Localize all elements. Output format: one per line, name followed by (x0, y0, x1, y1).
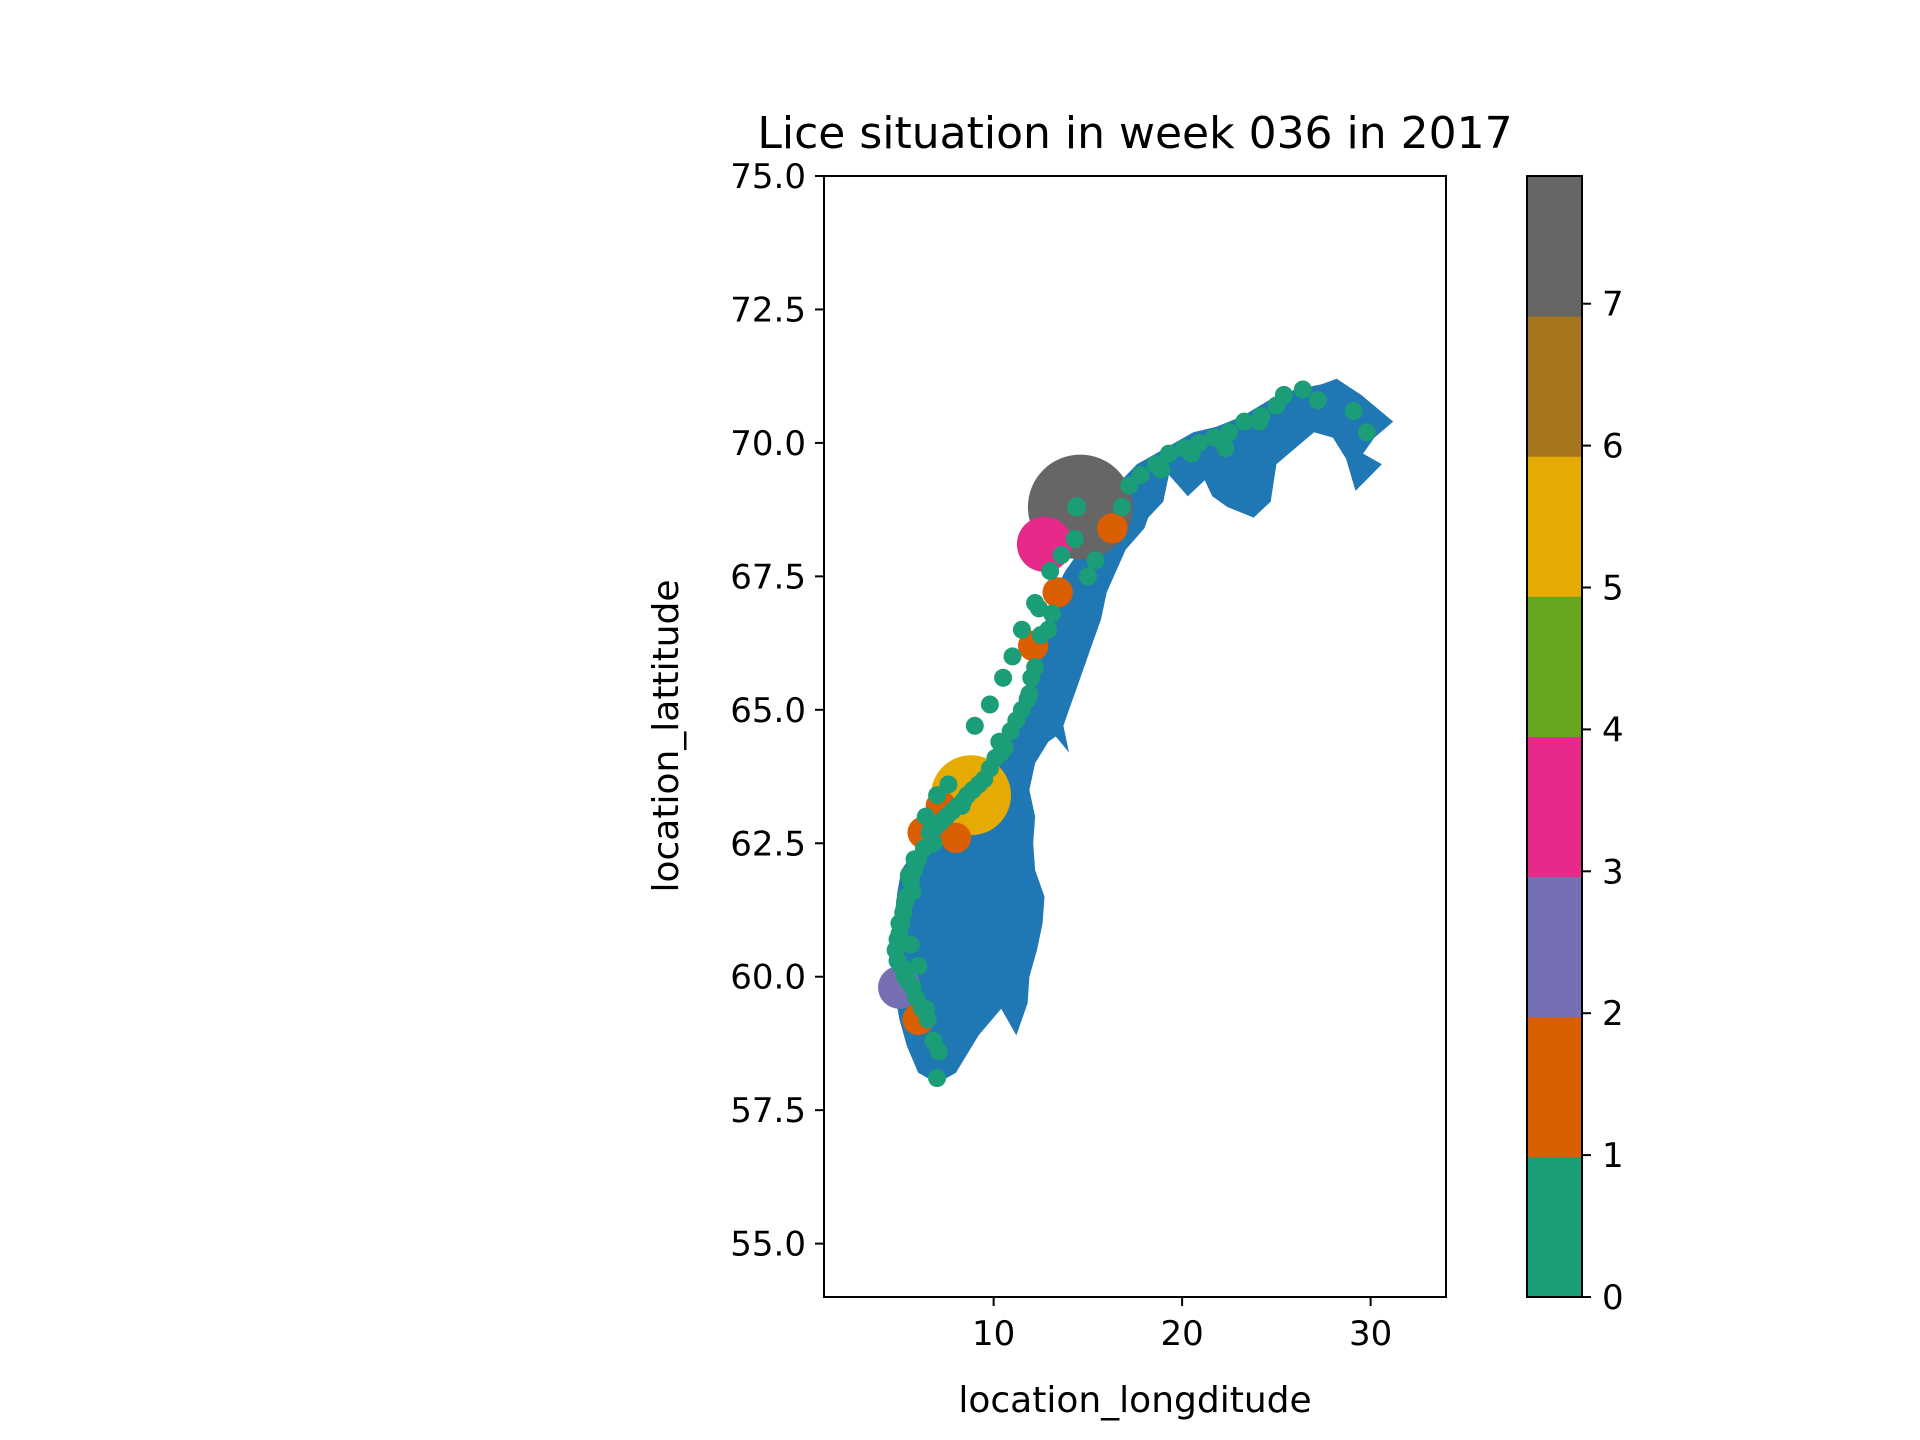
colorbar-segment (1527, 736, 1582, 878)
y-tick-label: 55.0 (730, 1225, 806, 1265)
colorbar-segment (1527, 1016, 1582, 1158)
scatter-point (940, 822, 972, 854)
norway-map-shape (893, 378, 1394, 1084)
scatter-point (916, 999, 935, 1018)
colorbar-tick-label: 4 (1602, 710, 1624, 750)
scatter-point (1250, 412, 1269, 431)
x-tick-label: 10 (972, 1314, 1015, 1354)
colorbar-tick-label: 1 (1602, 1136, 1624, 1176)
scatter-point (1159, 444, 1178, 463)
scatter-point (890, 914, 909, 933)
chart-title: Lice situation in week 036 in 2017 (757, 108, 1512, 159)
scatter-point (901, 935, 920, 954)
scatter-point (1357, 423, 1376, 442)
scatter-point (1274, 385, 1293, 404)
scatter-point (1205, 428, 1224, 447)
scatter-point (1078, 567, 1097, 586)
y-tick-label: 57.5 (730, 1091, 806, 1131)
scatter-point (1344, 401, 1363, 420)
y-tick-label: 72.5 (730, 290, 806, 330)
scatter-point (1041, 562, 1060, 580)
scatter-point (909, 957, 928, 975)
scatter-point (899, 866, 918, 885)
scatter-point (928, 1069, 947, 1088)
scatter-point (1120, 476, 1139, 495)
colorbar-tick-label: 5 (1602, 569, 1624, 609)
scatter-point (924, 834, 943, 853)
x-axis: 10 20 30 (972, 1297, 1392, 1354)
scatter-point (1216, 439, 1235, 458)
scatter-point (1029, 599, 1048, 618)
scatter-points-layer (878, 380, 1376, 1088)
y-tick-label: 60.0 (730, 958, 806, 998)
y-axis: 55.0 57.5 60.0 62.5 65.0 67.5 70.0 72.5 75.0 (730, 157, 824, 1265)
scatter-point (980, 695, 999, 714)
norway-map-layer (893, 378, 1394, 1084)
scatter-point (905, 850, 924, 869)
scatter-point (930, 1042, 948, 1061)
y-axis-label: location_lattitude (646, 579, 687, 892)
colorbar-tick-label: 3 (1602, 852, 1624, 892)
x-axis-label: location_longditude (958, 1380, 1311, 1421)
scatter-point (916, 807, 935, 826)
colorbar-tick-label: 0 (1602, 1278, 1624, 1318)
scatter-point (994, 668, 1013, 687)
scatter-point (990, 732, 1009, 751)
y-tick-label: 62.5 (730, 824, 806, 864)
scatter-point (1220, 423, 1239, 442)
scatter-point (1065, 530, 1084, 548)
scatter-point (1086, 551, 1105, 570)
colorbar-segment (1527, 876, 1582, 1018)
scatter-point (965, 716, 984, 735)
scatter-point (928, 786, 947, 805)
scatter-point (1112, 498, 1131, 516)
colorbar-segment (1527, 1156, 1582, 1298)
scatter-point (1003, 647, 1022, 666)
scatter-point (1152, 460, 1171, 479)
colorbar-segment (1527, 316, 1582, 457)
scatter-point (1067, 497, 1087, 517)
scatter-point (1097, 513, 1128, 544)
colorbar-tick-label: 7 (1602, 285, 1624, 325)
scatter-point (1182, 444, 1201, 463)
y-tick-label: 70.0 (730, 424, 806, 464)
colorbar-segment (1527, 176, 1582, 317)
scatter-point (1031, 626, 1050, 645)
x-tick-label: 20 (1160, 1314, 1203, 1354)
scatter-point (1235, 412, 1254, 431)
colorbar-segment (1527, 596, 1582, 737)
scatter-point (1293, 380, 1312, 399)
scatter-point (1052, 546, 1071, 564)
scatter-point (1020, 684, 1039, 703)
colorbar: 0 1 2 3 4 5 6 7 (1526, 175, 1624, 1318)
scatter-point (903, 882, 922, 901)
y-tick-label: 65.0 (730, 691, 806, 731)
colorbar-frame (1526, 175, 1583, 1298)
scatter-point (1012, 620, 1031, 639)
scatter-point (939, 775, 958, 794)
y-tick-label: 75.0 (730, 157, 806, 197)
plot-area-frame (823, 175, 1447, 1298)
scatter-point (1001, 722, 1020, 741)
y-tick-label: 67.5 (730, 557, 806, 597)
scatter-point (1308, 391, 1327, 410)
scatter-point (952, 796, 971, 815)
colorbar-segment (1527, 456, 1582, 597)
scatter-point (1042, 577, 1073, 608)
colorbar-tick-label: 6 (1602, 427, 1624, 467)
scatter-point (1131, 465, 1150, 484)
colorbar-tick-label: 2 (1602, 994, 1624, 1034)
scatter-point (1022, 668, 1041, 687)
x-tick-label: 30 (1349, 1314, 1392, 1354)
